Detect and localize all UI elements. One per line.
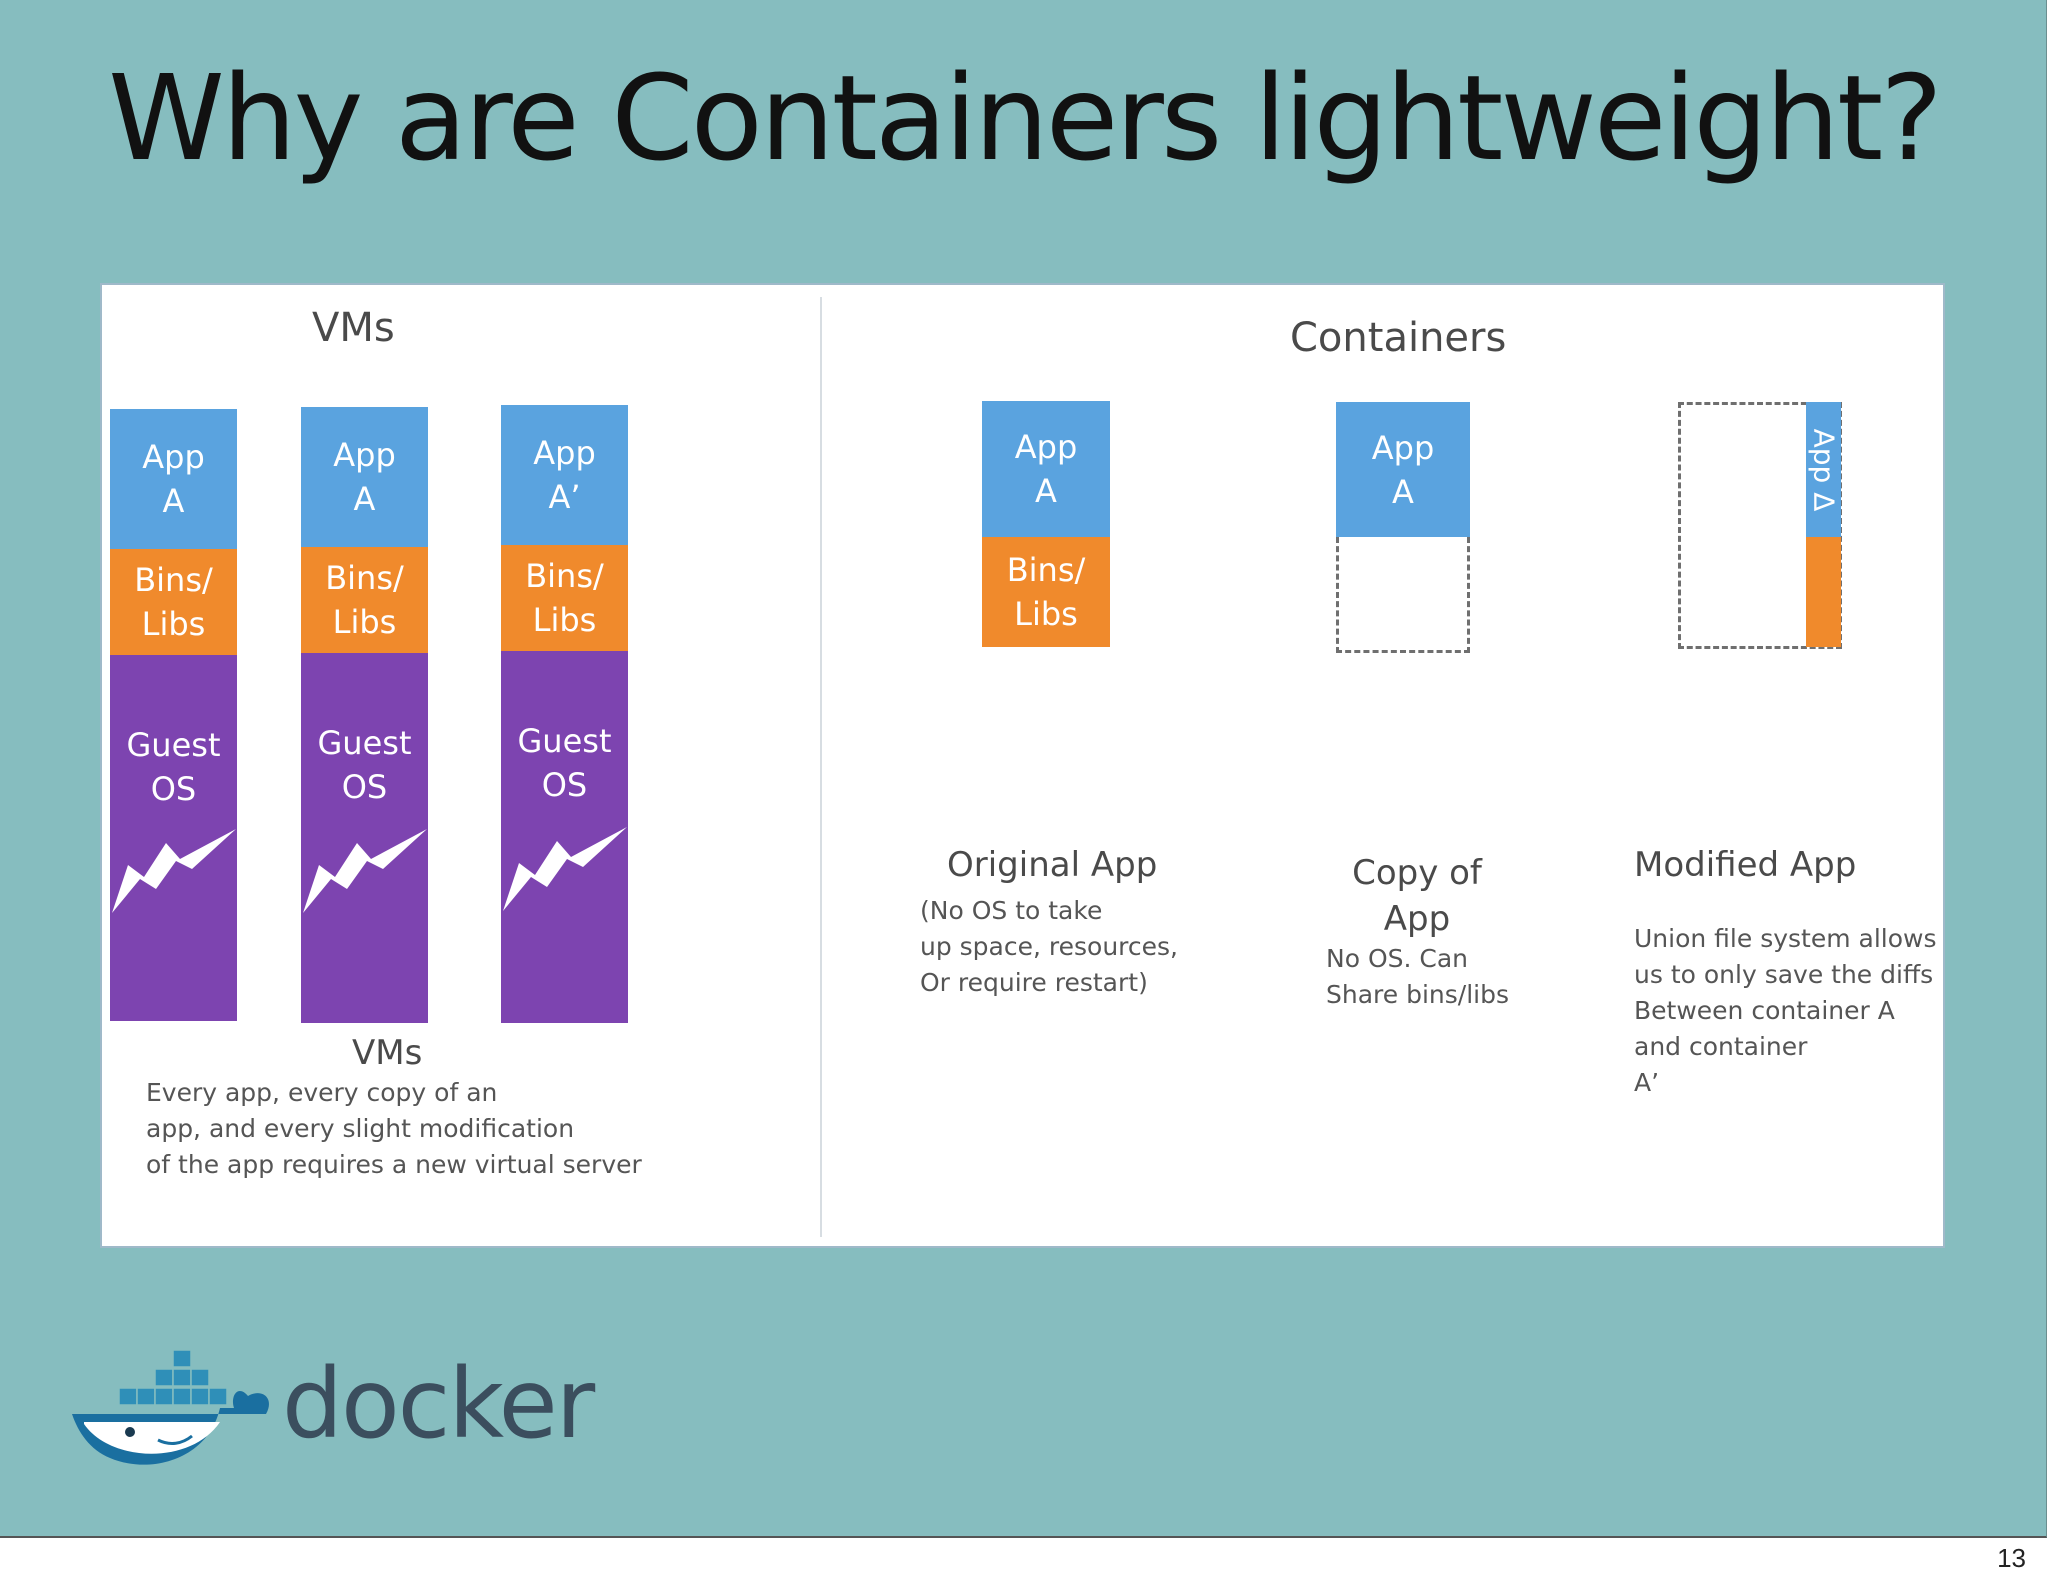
original-app-body: (No OS to take up space, resources, Or r…	[920, 896, 1178, 997]
original-app-title: Original App	[947, 845, 1158, 885]
slide: Why are Containers lightweight? VMs App …	[0, 0, 2047, 1538]
vm-stack-2-guest-os: Guest OS	[301, 653, 428, 1023]
copy-empty-bins-outline	[1336, 537, 1470, 653]
slide-title: Why are Containers lightweight?	[108, 49, 1943, 187]
vm-stack-2-bins: Bins/ Libs	[301, 547, 428, 653]
vm-stack-3-bins: Bins/ Libs	[501, 545, 628, 651]
lightning-icon	[303, 829, 427, 913]
page-number: 13	[1997, 1543, 2026, 1573]
modified-app-delta-block: App Δ	[1806, 402, 1841, 537]
vm-stack-1-bins: Bins/ Libs	[110, 549, 237, 655]
containers-heading: Containers	[1290, 315, 1507, 361]
original-app-block: App A	[982, 401, 1110, 537]
docker-wordmark: docker	[282, 1348, 595, 1460]
modified-app-body: Union file system allows us to only save…	[1634, 924, 1937, 1097]
vm-stack-2-guest-label: Guest OS	[317, 724, 412, 806]
modified-bins-block	[1806, 537, 1841, 647]
vm-stack-3-guest-label: Guest OS	[517, 722, 612, 804]
vms-caption-title: VMs	[352, 1033, 423, 1073]
copy-app-block: App A	[1336, 402, 1470, 537]
vm-stack-1-app: App A	[110, 409, 237, 549]
docker-whale-icon	[72, 1349, 269, 1465]
modified-app-delta-label: App Δ	[1807, 428, 1841, 511]
lightning-icon	[503, 827, 627, 911]
diagram-panel: VMs App A Bins/ Libs Guest OS App A Bins…	[100, 283, 1945, 1248]
vm-stack-3-app: App A’	[501, 405, 628, 545]
vms-caption-body: Every app, every copy of an app, and eve…	[146, 1078, 642, 1179]
vm-stack-1-guest-label: Guest OS	[126, 726, 221, 808]
copy-app-body: No OS. Can Share bins/libs	[1326, 944, 1509, 1009]
modified-app-title: Modified App	[1634, 845, 1857, 885]
vm-stack-1-guest-os: Guest OS	[110, 655, 237, 1021]
copy-app-title: Copy of App	[1352, 853, 1482, 939]
vm-stack-2-app: App A	[301, 407, 428, 547]
original-bins-block: Bins/ Libs	[982, 537, 1110, 647]
vms-heading: VMs	[312, 305, 395, 351]
panel-divider	[820, 297, 822, 1237]
lightning-icon	[112, 829, 236, 913]
vm-stack-3-guest-os: Guest OS	[501, 651, 628, 1023]
